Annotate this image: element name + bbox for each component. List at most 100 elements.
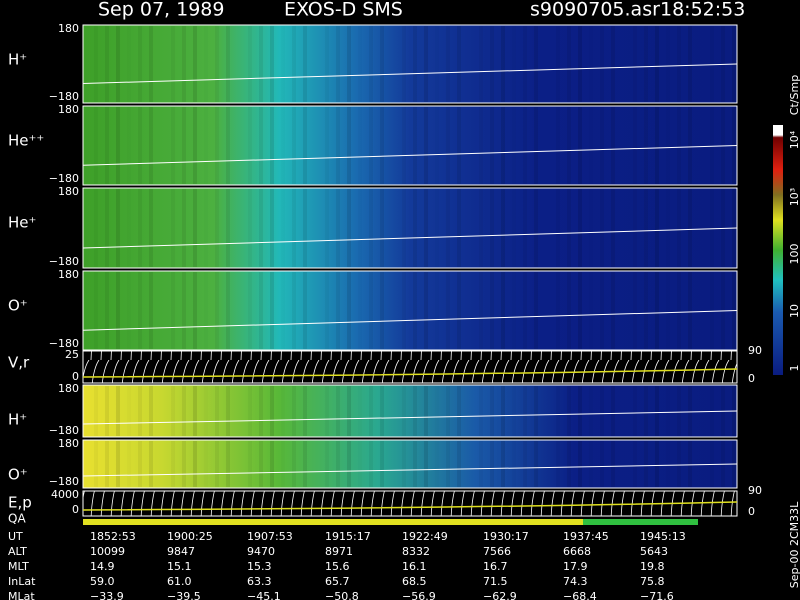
texture xyxy=(501,26,505,102)
texture xyxy=(655,189,659,267)
texture xyxy=(248,26,252,102)
tick-label: 180 xyxy=(58,268,79,281)
trace xyxy=(82,310,738,331)
texture xyxy=(193,26,197,102)
panel xyxy=(82,187,738,269)
texture xyxy=(138,107,142,184)
trace xyxy=(82,368,738,378)
texture xyxy=(336,272,340,349)
texture xyxy=(215,189,219,267)
texture xyxy=(215,272,219,349)
texture xyxy=(435,189,439,267)
texture xyxy=(666,107,670,184)
texture xyxy=(182,386,186,436)
table-cell: 17.9 xyxy=(563,560,588,573)
texture xyxy=(358,107,362,184)
texture xyxy=(292,272,296,349)
texture xyxy=(204,26,208,102)
texture xyxy=(435,26,439,102)
texture xyxy=(644,107,648,184)
texture xyxy=(325,189,329,267)
texture xyxy=(193,272,197,349)
texture xyxy=(688,441,692,487)
texture xyxy=(633,272,637,349)
table-cell: 16.1 xyxy=(402,560,427,573)
panel xyxy=(82,270,738,351)
texture xyxy=(105,386,109,436)
texture xyxy=(479,386,483,436)
table-cell: 74.3 xyxy=(563,575,588,588)
texture xyxy=(666,272,670,349)
texture xyxy=(105,189,109,267)
texture xyxy=(149,272,153,349)
texture xyxy=(435,441,439,487)
trace xyxy=(82,463,738,477)
texture xyxy=(655,441,659,487)
texture xyxy=(490,107,494,184)
row-header: InLat xyxy=(8,575,36,588)
texture xyxy=(369,272,373,349)
texture xyxy=(259,272,263,349)
texture xyxy=(611,189,615,267)
texture xyxy=(149,386,153,436)
texture xyxy=(226,386,230,436)
texture xyxy=(171,272,175,349)
texture xyxy=(688,189,692,267)
texture xyxy=(611,107,615,184)
texture xyxy=(171,441,175,487)
texture xyxy=(380,272,384,349)
texture xyxy=(138,26,142,102)
texture xyxy=(710,189,714,267)
tick-label: 180 xyxy=(58,103,79,116)
table-cell: 1937:45 xyxy=(563,530,609,543)
texture xyxy=(479,107,483,184)
texture xyxy=(490,386,494,436)
texture xyxy=(116,26,120,102)
tick-label: 4000 xyxy=(51,488,79,501)
texture xyxy=(611,441,615,487)
texture xyxy=(666,386,670,436)
texture xyxy=(600,189,604,267)
texture xyxy=(688,272,692,349)
table-cell: 1945:13 xyxy=(640,530,686,543)
tick-label: 180 xyxy=(58,437,79,450)
texture xyxy=(105,107,109,184)
panel-label: V,r xyxy=(8,354,30,372)
texture xyxy=(710,107,714,184)
table-cell: −39.5 xyxy=(167,590,201,600)
texture xyxy=(457,441,461,487)
texture xyxy=(303,386,307,436)
texture xyxy=(512,107,516,184)
texture xyxy=(402,107,406,184)
texture xyxy=(270,189,274,267)
texture xyxy=(116,386,120,436)
row-header: MLat xyxy=(8,590,35,600)
colorbar-label: 1 xyxy=(788,365,800,372)
texture xyxy=(193,386,197,436)
texture xyxy=(182,189,186,267)
texture xyxy=(325,272,329,349)
texture xyxy=(303,189,307,267)
texture xyxy=(633,386,637,436)
texture xyxy=(413,26,417,102)
texture xyxy=(292,386,296,436)
texture xyxy=(94,272,98,349)
table-cell: 63.3 xyxy=(247,575,272,588)
texture xyxy=(369,441,373,487)
table-cell: 14.9 xyxy=(90,560,115,573)
time: 18:52:53 xyxy=(660,0,745,21)
table-cell: 15.1 xyxy=(167,560,192,573)
tick-label: 0 xyxy=(748,505,755,518)
texture xyxy=(556,107,560,184)
texture xyxy=(292,26,296,102)
texture xyxy=(556,441,560,487)
texture xyxy=(556,26,560,102)
texture xyxy=(567,441,571,487)
texture xyxy=(501,107,505,184)
texture xyxy=(369,386,373,436)
texture xyxy=(270,107,274,184)
tick-label: 0 xyxy=(72,370,79,383)
texture xyxy=(655,272,659,349)
texture xyxy=(336,26,340,102)
